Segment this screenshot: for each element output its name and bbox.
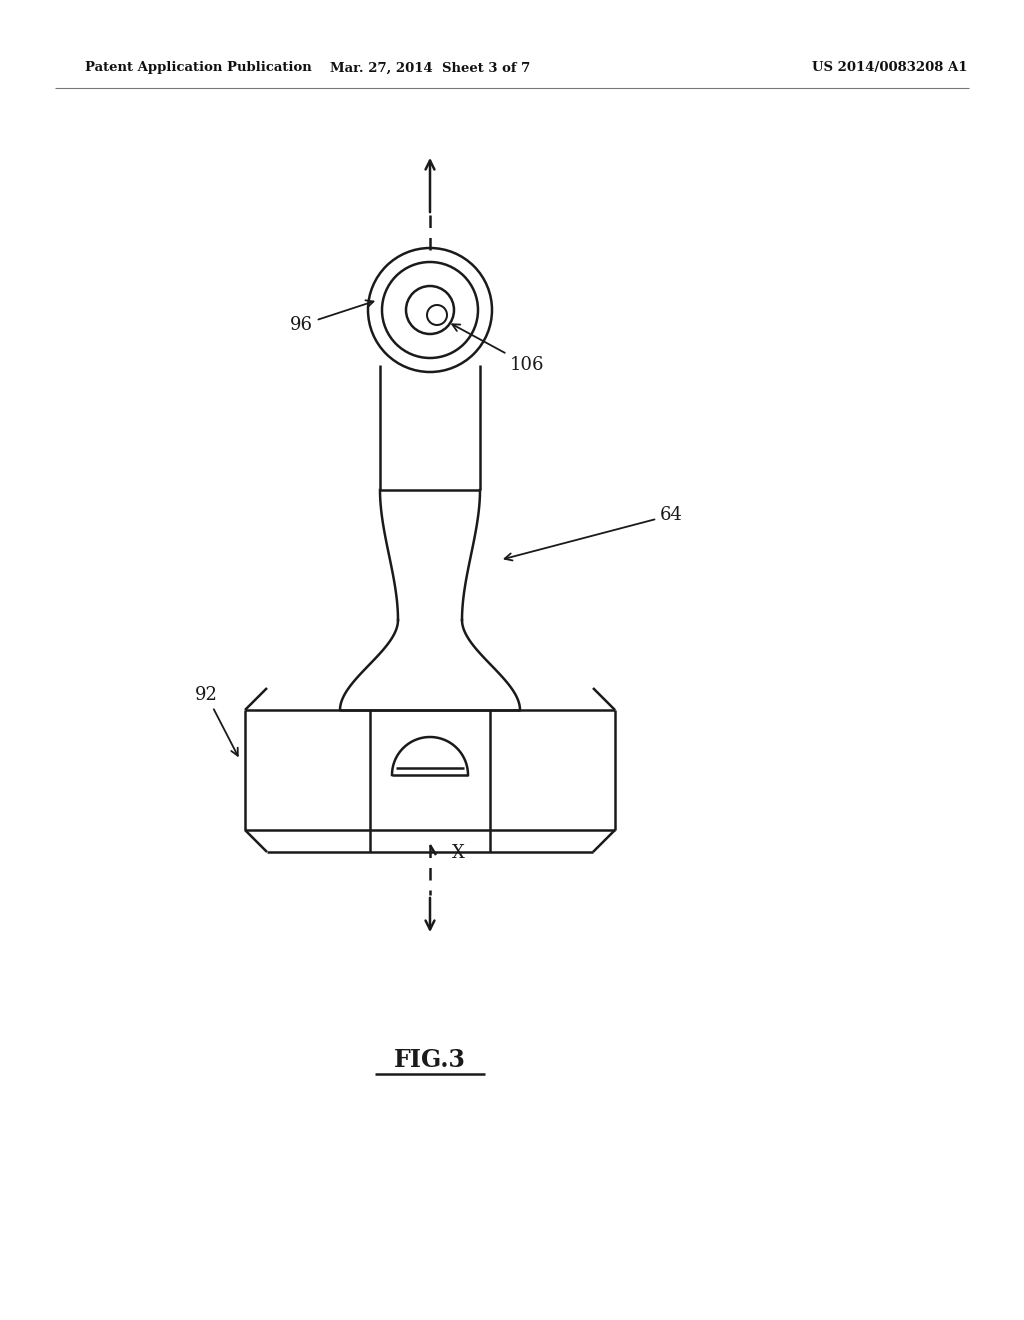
Text: US 2014/0083208 A1: US 2014/0083208 A1 <box>812 62 968 74</box>
Text: 96: 96 <box>290 300 374 334</box>
Text: 92: 92 <box>195 686 238 756</box>
Text: Mar. 27, 2014  Sheet 3 of 7: Mar. 27, 2014 Sheet 3 of 7 <box>330 62 530 74</box>
Text: FIG.3: FIG.3 <box>394 1048 466 1072</box>
Text: 106: 106 <box>453 325 545 374</box>
Text: Patent Application Publication: Patent Application Publication <box>85 62 311 74</box>
Text: 64: 64 <box>505 506 683 561</box>
Text: X: X <box>452 843 465 862</box>
